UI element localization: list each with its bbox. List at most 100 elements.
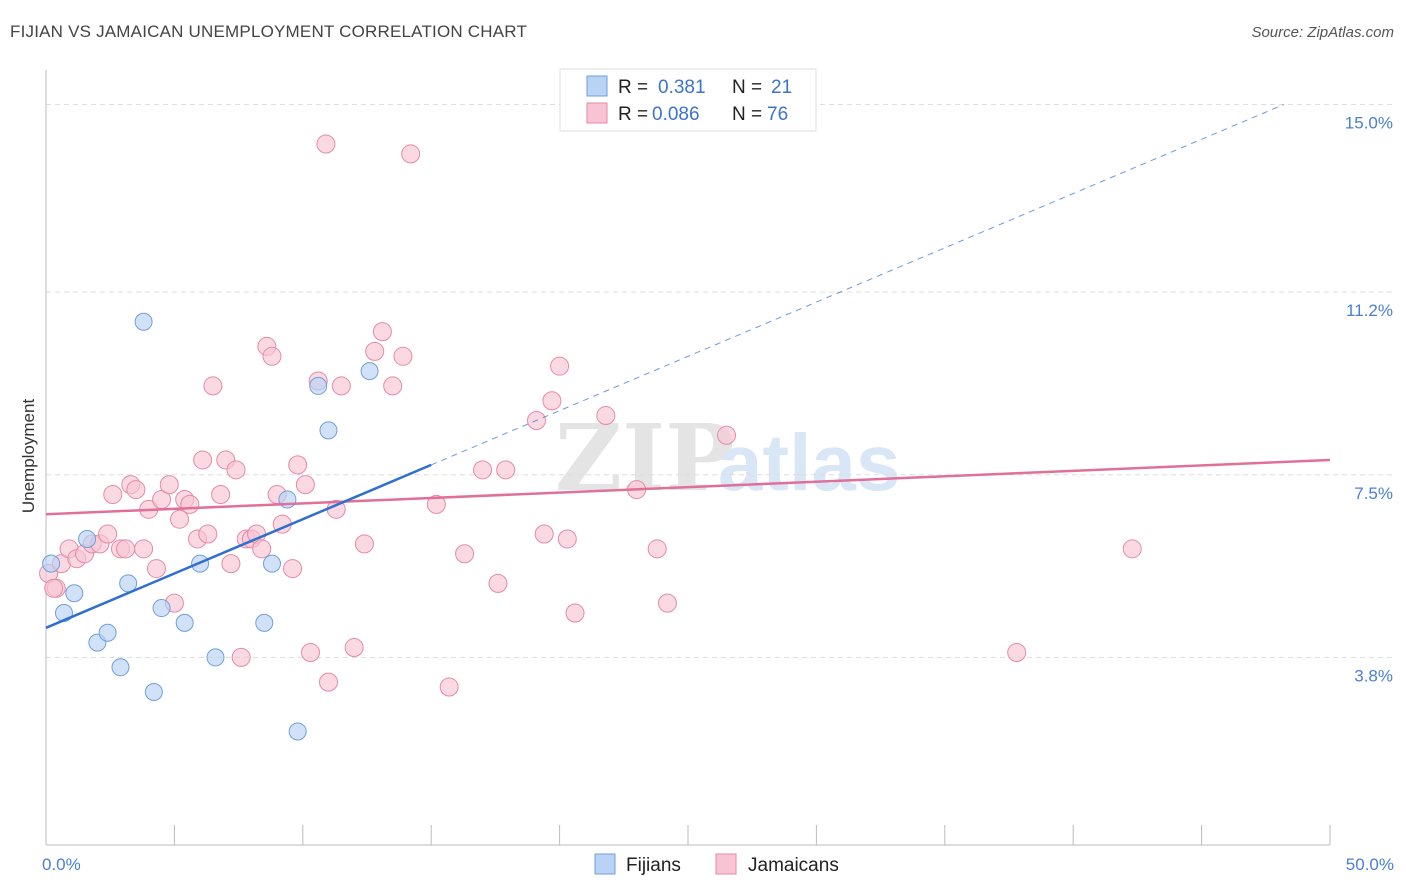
jamaican-point xyxy=(283,559,303,579)
legend-n-label-jamaicans: N = xyxy=(732,104,762,125)
watermark-zip: ZIP xyxy=(555,404,734,512)
jamaican-point xyxy=(383,376,403,396)
jamaican-point xyxy=(439,677,459,697)
jamaican-point xyxy=(496,460,516,480)
fijians-trend-extension xyxy=(431,104,1284,466)
bottom-legend-swatch-fijians xyxy=(594,853,616,875)
jamaican-point xyxy=(316,134,336,154)
jamaican-point xyxy=(542,391,562,411)
jamaican-point xyxy=(301,642,321,662)
jamaican-point xyxy=(295,475,315,495)
x-tick-labels: 0.0% 50.0% xyxy=(42,855,1394,874)
bottom-legend-jamaicans: Jamaicans xyxy=(748,855,839,876)
fijian-point xyxy=(111,658,130,677)
legend-r-jamaicans: 0.086 xyxy=(652,104,700,125)
jamaican-point xyxy=(565,603,585,623)
jamaican-point xyxy=(193,450,213,470)
bottom-legend: Fijians Jamaicans xyxy=(594,853,839,876)
fijian-point xyxy=(144,682,163,701)
jamaican-point xyxy=(211,485,231,505)
jamaican-point xyxy=(473,460,493,480)
fijian-point xyxy=(78,529,97,548)
legend-swatch-fijians xyxy=(586,75,608,97)
jamaican-point xyxy=(318,672,338,692)
jamaican-point xyxy=(103,485,123,505)
watermark-atlas: atlas xyxy=(718,418,900,507)
jamaican-point xyxy=(226,460,246,480)
fijian-point xyxy=(98,623,117,642)
jamaican-point xyxy=(1007,642,1027,662)
jamaican-point xyxy=(354,534,374,554)
legend-r-fijians: 0.381 xyxy=(658,77,706,98)
jamaican-point xyxy=(534,524,554,544)
legend-n-fijians: 21 xyxy=(771,77,792,98)
fijians-points xyxy=(42,312,379,741)
fijian-point xyxy=(152,599,171,618)
jamaican-point xyxy=(180,494,200,514)
fijian-point xyxy=(42,554,61,573)
jamaican-point xyxy=(203,376,223,396)
jamaican-point xyxy=(657,593,677,613)
fijian-point xyxy=(206,648,225,667)
bottom-legend-fijians: Fijians xyxy=(626,855,681,876)
x-tick-label: 50.0% xyxy=(1346,855,1394,874)
jamaican-point xyxy=(170,509,190,529)
jamaican-point xyxy=(126,480,146,500)
jamaican-point xyxy=(557,529,577,549)
jamaican-point xyxy=(98,524,118,544)
legend-swatch-jamaicans xyxy=(586,102,608,124)
source-label: Source: ZipAtlas.com xyxy=(1251,24,1394,41)
fijian-point xyxy=(309,376,328,395)
legend-n-label-fijians: N = xyxy=(732,77,762,98)
axes xyxy=(45,70,1331,846)
jamaican-point xyxy=(159,475,179,495)
trend-lines xyxy=(45,104,1331,629)
fijian-point xyxy=(262,554,281,573)
jamaican-point xyxy=(401,144,421,164)
jamaican-point xyxy=(146,559,166,579)
y-tick-label: 3.8% xyxy=(1354,666,1393,685)
y-tick-label: 15.0% xyxy=(1345,114,1393,133)
jamaican-point xyxy=(550,356,570,376)
fijian-point xyxy=(255,613,274,632)
jamaican-point xyxy=(262,346,282,366)
jamaican-point xyxy=(134,539,154,559)
y-tick-label: 11.2% xyxy=(1346,301,1393,320)
jamaican-point xyxy=(365,341,385,361)
fijian-point xyxy=(319,421,338,440)
jamaican-point xyxy=(455,544,475,564)
jamaican-point xyxy=(372,322,392,342)
gridlines xyxy=(46,104,1392,658)
y-tick-label: 7.5% xyxy=(1354,484,1393,503)
bottom-legend-swatch-jamaicans xyxy=(715,853,737,875)
jamaican-point xyxy=(231,647,251,667)
fijian-point xyxy=(175,613,194,632)
legend-n-jamaicans: 76 xyxy=(767,104,788,125)
chart-title: FIJIAN VS JAMAICAN UNEMPLOYMENT CORRELAT… xyxy=(10,22,528,41)
fijians-trend-line xyxy=(45,463,432,629)
jamaican-point xyxy=(426,494,446,514)
x-tick-label: 0.0% xyxy=(42,855,81,874)
top-legend: R = 0.381 N = 21 R = 0.086 N = 76 xyxy=(559,68,817,132)
y-axis-label: Unemployment xyxy=(19,399,38,514)
jamaican-point xyxy=(344,638,364,658)
jamaican-point xyxy=(252,539,272,559)
y-tick-labels: 3.8% 7.5% 11.2% 15.0% xyxy=(1345,114,1393,686)
jamaican-point xyxy=(393,346,413,366)
jamaican-point xyxy=(647,539,667,559)
fijian-point xyxy=(134,312,153,331)
fijian-point xyxy=(65,584,84,603)
jamaican-point xyxy=(44,578,64,598)
jamaican-point xyxy=(717,425,737,445)
jamaican-point xyxy=(288,455,308,475)
jamaican-point xyxy=(198,524,218,544)
jamaican-point xyxy=(596,406,616,426)
jamaican-point xyxy=(221,554,241,574)
legend-r-label-fijians: R = xyxy=(618,77,648,98)
jamaican-point xyxy=(116,539,136,559)
jamaican-point xyxy=(488,573,508,593)
fijian-point xyxy=(360,362,379,381)
legend-r-label-jamaicans: R = xyxy=(618,104,648,125)
fijian-point xyxy=(288,722,307,741)
